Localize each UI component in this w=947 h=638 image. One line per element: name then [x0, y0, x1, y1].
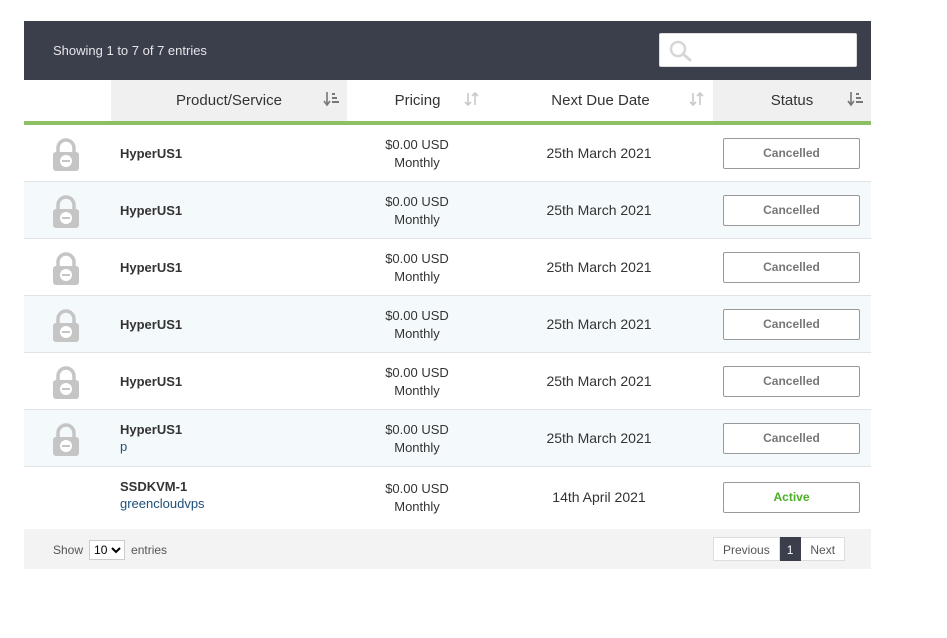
table-row[interactable]: HyperUS1 $0.00 USD Monthly 25th March 2021 C…: [24, 296, 871, 353]
product-domain[interactable]: p: [120, 439, 128, 454]
lock-icon: [52, 138, 80, 177]
services-table: Showing 1 to 7 of 7 entries Product/Serv…: [24, 21, 871, 569]
pagination: Previous 1 Next: [713, 537, 846, 561]
status-badge: Cancelled: [723, 138, 860, 169]
billing-cycle: Monthly: [394, 440, 440, 455]
lock-icon: [52, 252, 80, 291]
status-badge: Cancelled: [723, 366, 860, 397]
next-due-date: 25th March 2021: [546, 316, 652, 332]
lock-icon: [52, 195, 80, 234]
product-name: HyperUS1: [120, 422, 183, 437]
status-badge: Cancelled: [723, 252, 860, 283]
product-name: HyperUS1: [120, 317, 183, 332]
search-icon: [669, 40, 692, 62]
col-status[interactable]: Status: [713, 80, 871, 121]
sort-icon: [464, 91, 479, 107]
lock-icon: [52, 366, 80, 405]
product-cell: HyperUS1: [120, 317, 182, 332]
sort-icon: [323, 92, 339, 107]
col-next-due-date[interactable]: Next Due Date: [488, 80, 713, 121]
col-product-service[interactable]: Product/Service: [111, 80, 347, 121]
table-row[interactable]: HyperUS1 p $0.00 USD Monthly 25th March 2021…: [24, 410, 871, 467]
sort-icon: [689, 91, 704, 107]
pricing-cell: $0.00 USD Monthly: [347, 364, 487, 400]
price-amount: $0.00 USD: [385, 422, 449, 437]
pricing-cell: $0.00 USD Monthly: [347, 307, 487, 343]
next-button[interactable]: Next: [801, 537, 846, 561]
next-due-date: 25th March 2021: [546, 202, 652, 218]
product-cell: HyperUS1: [120, 260, 182, 275]
product-cell: HyperUS1: [120, 374, 182, 389]
price-amount: $0.00 USD: [385, 365, 449, 380]
status-badge: Active: [723, 482, 860, 513]
price-amount: $0.00 USD: [385, 308, 449, 323]
lock-icon: [52, 423, 80, 462]
product-name: HyperUS1: [120, 374, 183, 389]
table-info: Showing 1 to 7 of 7 entries: [53, 43, 207, 58]
status-badge: Cancelled: [723, 423, 860, 454]
billing-cycle: Monthly: [394, 326, 440, 341]
product-cell: HyperUS1: [120, 146, 182, 161]
product-name: HyperUS1: [120, 203, 183, 218]
product-cell: HyperUS1 p: [120, 422, 182, 454]
table-header: Product/Service Pricing Next Due Date St…: [24, 80, 871, 125]
price-amount: $0.00 USD: [385, 481, 449, 496]
next-due-date: 14th April 2021: [552, 489, 646, 505]
previous-button[interactable]: Previous: [713, 537, 780, 561]
table-row[interactable]: HyperUS1 $0.00 USD Monthly 25th March 2021 C…: [24, 125, 871, 182]
page-size-control: Show 10 entries: [53, 540, 167, 560]
pricing-cell: $0.00 USD Monthly: [347, 250, 487, 286]
billing-cycle: Monthly: [394, 383, 440, 398]
table-row[interactable]: HyperUS1 $0.00 USD Monthly 25th March 2021 C…: [24, 239, 871, 296]
next-due-date: 25th March 2021: [546, 430, 652, 446]
table-body: HyperUS1 $0.00 USD Monthly 25th March 2021 C…: [24, 125, 871, 529]
next-due-date: 25th March 2021: [546, 259, 652, 275]
table-toolbar: Showing 1 to 7 of 7 entries: [24, 21, 871, 80]
price-amount: $0.00 USD: [385, 251, 449, 266]
billing-cycle: Monthly: [394, 499, 440, 514]
page-size-select[interactable]: 10: [89, 540, 126, 560]
col-pricing[interactable]: Pricing: [347, 80, 488, 121]
sort-icon: [847, 92, 863, 107]
next-due-date: 25th March 2021: [546, 145, 652, 161]
price-amount: $0.00 USD: [385, 137, 449, 152]
status-badge: Cancelled: [723, 309, 860, 340]
billing-cycle: Monthly: [394, 155, 440, 170]
status-badge: Cancelled: [723, 195, 860, 226]
page-1-button[interactable]: 1: [779, 537, 802, 561]
search-input[interactable]: [700, 41, 854, 63]
billing-cycle: Monthly: [394, 212, 440, 227]
price-amount: $0.00 USD: [385, 194, 449, 209]
product-name: HyperUS1: [120, 260, 183, 275]
search-box[interactable]: [659, 33, 857, 67]
pricing-cell: $0.00 USD Monthly: [347, 421, 487, 457]
pricing-cell: $0.00 USD Monthly: [347, 136, 487, 172]
product-name: SSDKVM-1: [120, 479, 188, 494]
pricing-cell: $0.00 USD Monthly: [347, 480, 487, 516]
billing-cycle: Monthly: [394, 269, 440, 284]
table-footer: Show 10 entries Previous 1 Next: [24, 529, 871, 569]
product-domain[interactable]: greencloudvps: [120, 496, 205, 511]
product-cell: SSDKVM-1 greencloudvps: [120, 479, 205, 511]
product-cell: HyperUS1: [120, 203, 182, 218]
table-row[interactable]: HyperUS1 $0.00 USD Monthly 25th March 2021 C…: [24, 353, 871, 410]
pricing-cell: $0.00 USD Monthly: [347, 193, 487, 229]
table-row[interactable]: SSDKVM-1 greencloudvps $0.00 USD Monthly 14t…: [24, 467, 871, 529]
next-due-date: 25th March 2021: [546, 373, 652, 389]
lock-icon: [52, 309, 80, 348]
product-name: HyperUS1: [120, 146, 183, 161]
table-row[interactable]: HyperUS1 $0.00 USD Monthly 25th March 2021 C…: [24, 182, 871, 239]
